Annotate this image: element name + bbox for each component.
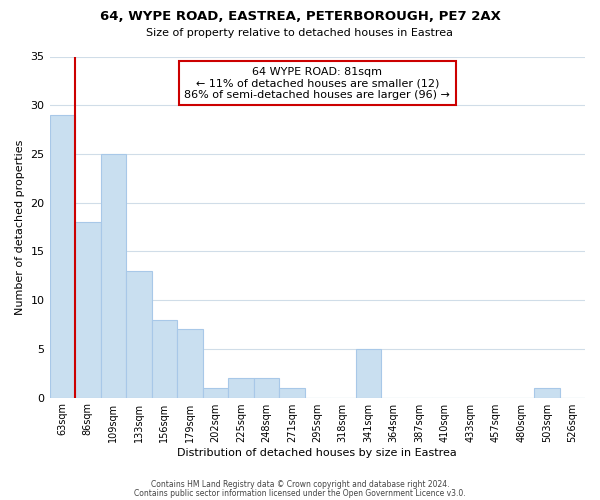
Text: 64, WYPE ROAD, EASTREA, PETERBOROUGH, PE7 2AX: 64, WYPE ROAD, EASTREA, PETERBOROUGH, PE… bbox=[100, 10, 500, 23]
Bar bbox=[279, 388, 305, 398]
Bar bbox=[228, 378, 254, 398]
Text: Contains HM Land Registry data © Crown copyright and database right 2024.: Contains HM Land Registry data © Crown c… bbox=[151, 480, 449, 489]
Text: Contains public sector information licensed under the Open Government Licence v3: Contains public sector information licen… bbox=[134, 488, 466, 498]
Bar bbox=[50, 115, 75, 398]
Bar bbox=[152, 320, 177, 398]
Y-axis label: Number of detached properties: Number of detached properties bbox=[15, 140, 25, 314]
Text: Size of property relative to detached houses in Eastrea: Size of property relative to detached ho… bbox=[146, 28, 454, 38]
Bar bbox=[203, 388, 228, 398]
Bar bbox=[534, 388, 560, 398]
Bar bbox=[75, 222, 101, 398]
Bar bbox=[101, 154, 126, 398]
Bar bbox=[126, 271, 152, 398]
Bar bbox=[254, 378, 279, 398]
Bar bbox=[177, 330, 203, 398]
Text: 64 WYPE ROAD: 81sqm
← 11% of detached houses are smaller (12)
86% of semi-detach: 64 WYPE ROAD: 81sqm ← 11% of detached ho… bbox=[184, 66, 450, 100]
X-axis label: Distribution of detached houses by size in Eastrea: Distribution of detached houses by size … bbox=[178, 448, 457, 458]
Bar bbox=[356, 349, 381, 398]
